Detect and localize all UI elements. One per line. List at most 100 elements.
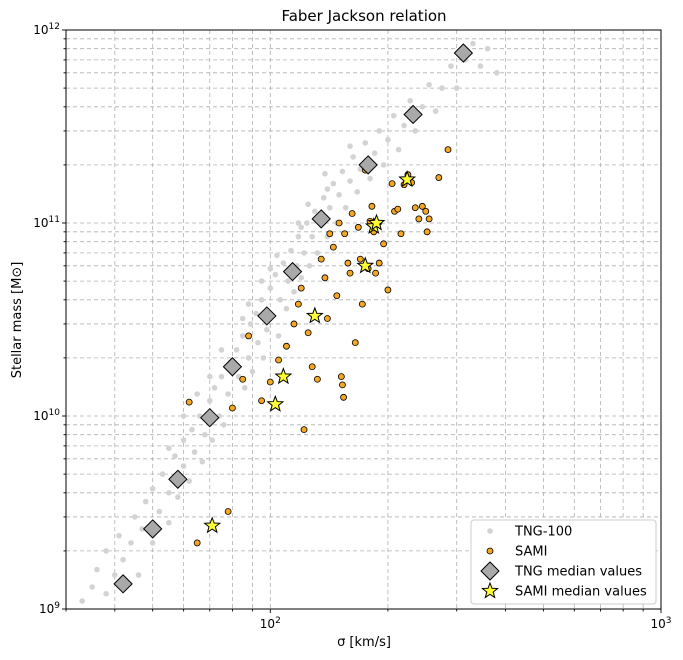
tng-100-point xyxy=(245,355,252,361)
sami-point xyxy=(358,300,366,308)
sami-point xyxy=(425,215,433,223)
tng-100-point xyxy=(439,85,445,91)
x-tick-label: 103 xyxy=(650,616,671,631)
tng-100-point xyxy=(245,301,252,307)
sami-point xyxy=(193,539,201,547)
tng-100-point xyxy=(376,128,383,134)
tng-100-point xyxy=(295,233,302,240)
sami-point xyxy=(333,292,341,300)
sami-point xyxy=(422,207,430,215)
tng-100-point xyxy=(295,220,302,226)
tng-100-point xyxy=(470,40,476,47)
legend-label: TNG median values xyxy=(514,565,642,580)
tng-median-point xyxy=(358,155,378,175)
tng-100-point xyxy=(206,397,213,404)
tng-median-point xyxy=(257,306,277,326)
tng-100-point xyxy=(191,449,198,455)
tng-100-point xyxy=(255,339,261,346)
sami-point xyxy=(229,404,236,412)
tng-100-point xyxy=(347,143,353,149)
sami-point xyxy=(224,508,232,515)
tng-100-point xyxy=(275,333,282,339)
tng-100-point xyxy=(166,490,172,496)
tng-100-point xyxy=(94,566,100,573)
tng-100-point xyxy=(206,373,213,380)
tng-100-point xyxy=(79,598,85,604)
tng-100-point xyxy=(285,278,291,284)
legend-marker xyxy=(480,561,500,581)
tng-100-point xyxy=(220,422,227,428)
sami-point xyxy=(380,240,388,248)
tng-100-point xyxy=(135,572,142,578)
tng-100-point xyxy=(347,178,353,184)
sami-point xyxy=(339,381,346,389)
tng-100-point xyxy=(419,104,426,110)
sami-point xyxy=(351,339,359,347)
tng-100-point xyxy=(180,437,187,443)
tng-100-point xyxy=(189,426,195,433)
tng-100-point xyxy=(312,208,318,215)
sami-point xyxy=(300,426,308,434)
tng-100-point xyxy=(324,186,331,192)
tng-100-point xyxy=(412,128,419,134)
sami-point xyxy=(348,210,356,217)
tng-100-point xyxy=(120,556,126,563)
legend-box xyxy=(470,519,657,605)
legend: TNG-100 SAMI TNG median values SAMI median … xyxy=(470,519,657,605)
tng-100-point xyxy=(277,297,283,303)
tng-100-point xyxy=(367,175,373,182)
tng-100-point xyxy=(186,478,192,484)
tng-100-point xyxy=(448,63,454,69)
tng-100-point xyxy=(301,250,307,256)
tng-100-point xyxy=(385,136,391,143)
tng-100-point xyxy=(336,191,342,198)
tng-median-point xyxy=(403,104,423,125)
tng-100-point xyxy=(156,508,163,515)
sami-point xyxy=(294,300,302,308)
tng-100-point xyxy=(267,285,274,291)
sami-point xyxy=(368,202,376,210)
tng-100-point xyxy=(280,260,287,266)
tng-100-point xyxy=(320,195,327,201)
legend-marker xyxy=(486,547,494,555)
sami-point xyxy=(346,269,354,277)
tng-100-point xyxy=(484,45,491,52)
tng-100-point xyxy=(350,154,356,160)
tng-median-point xyxy=(222,357,243,377)
tng-100-point xyxy=(426,82,432,88)
tng-100-point xyxy=(330,180,337,187)
tng-100-point xyxy=(139,526,145,532)
sami-point xyxy=(314,375,321,383)
tng-100-point xyxy=(239,333,246,339)
tng-100-point xyxy=(303,220,310,226)
sami-point xyxy=(290,320,298,328)
sami-point xyxy=(397,230,405,238)
tng-100-point xyxy=(241,384,248,391)
x-axis-label: σ [km/s] xyxy=(337,635,391,650)
x-tick-label: 102 xyxy=(260,616,281,631)
tng-100-point xyxy=(407,97,413,104)
sami-point xyxy=(341,230,349,238)
tng-100-point xyxy=(395,146,402,153)
tng-100-point xyxy=(233,347,240,353)
sami-median-point xyxy=(367,213,386,231)
sami-point xyxy=(375,259,383,267)
sami-point xyxy=(317,255,325,263)
y-tick-label: 1010 xyxy=(33,408,60,423)
y-axis-label: Stellar mass [M⊙] xyxy=(10,262,25,379)
sami-point xyxy=(245,332,253,340)
tng-100-point xyxy=(211,384,218,391)
sami-series xyxy=(185,146,452,547)
tng-100-point xyxy=(166,519,172,526)
legend-label: SAMI median values xyxy=(515,585,647,600)
tng-100-point xyxy=(172,453,178,459)
sami-median-point xyxy=(266,394,285,412)
sami-median-series xyxy=(203,170,417,534)
tng-100-point xyxy=(283,305,290,312)
sami-point xyxy=(337,373,345,381)
sami-point xyxy=(344,259,352,267)
tng-100-point xyxy=(247,321,254,327)
sami-point xyxy=(388,180,396,188)
tng-100-point xyxy=(477,63,484,69)
chart-title: Faber Jackson relation xyxy=(281,7,446,25)
